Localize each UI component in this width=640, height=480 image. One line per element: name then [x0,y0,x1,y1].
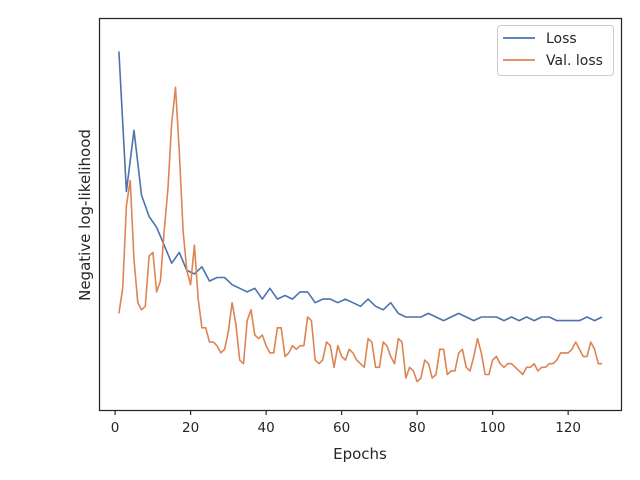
plot-frame [98,17,623,412]
series-line-val-loss [118,86,603,383]
y-axis-label: Negative log-likelihood [76,129,94,301]
series-line-loss [118,51,603,322]
series-layer [118,51,603,383]
x-tick-label: 20 [182,420,199,436]
x-tick-label: 100 [480,420,506,436]
x-axis: 0 20 40 60 80 100 120 [111,410,581,436]
x-tick-label: 0 [111,420,120,436]
legend-label-loss: Loss [546,31,577,47]
legend-label-val-loss: Val. loss [546,53,603,69]
x-tick-label: 40 [258,420,275,436]
x-tick-label: 60 [333,420,350,436]
x-axis-label: Epochs [333,445,387,463]
x-tick-label: 80 [409,420,426,436]
x-tick-label: 120 [555,420,581,436]
legend: Loss Val. loss [497,25,614,76]
